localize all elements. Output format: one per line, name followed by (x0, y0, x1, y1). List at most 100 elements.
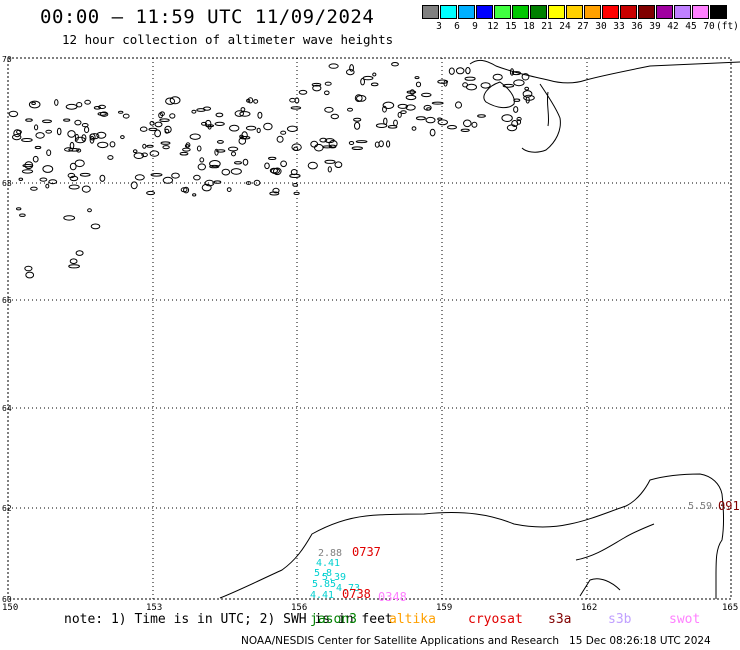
ice-floe (463, 119, 472, 128)
ice-floe (328, 63, 339, 69)
ice-floe (193, 174, 201, 181)
ice-floe (69, 175, 79, 182)
ice-floe (19, 213, 26, 217)
ice-floe (347, 107, 353, 112)
pass-time-label: 091 (718, 499, 740, 513)
satellite-legend-jason3: jason3 (310, 612, 357, 627)
ice-floe (231, 151, 236, 157)
scale-label: 70 (703, 21, 715, 32)
ice-floe (65, 103, 78, 110)
ice-floe (272, 187, 280, 194)
ice-floe (45, 183, 50, 189)
ice-floe (67, 130, 76, 138)
satellite-legend-altika: altika (389, 612, 436, 627)
ice-floe (465, 67, 471, 75)
ice-floe (314, 143, 324, 152)
ice-floe (68, 148, 80, 152)
lon-label: 156 (291, 603, 307, 613)
ice-floe (234, 110, 245, 117)
ice-floe (90, 223, 101, 230)
ice-floe (242, 158, 249, 166)
ice-floe (437, 119, 448, 126)
ice-floe (48, 179, 58, 185)
ice-floe (74, 136, 86, 144)
ice-floe (93, 106, 102, 110)
ice-floe (324, 106, 334, 113)
satellite-legend-s3b: s3b (608, 612, 632, 627)
ice-floe (149, 121, 155, 126)
ice-floe (160, 141, 171, 145)
ice-floe (74, 159, 85, 168)
ice-floe (81, 123, 89, 128)
lat-label: 64 (2, 404, 12, 413)
ice-floe (199, 157, 205, 163)
ice-floe (46, 149, 52, 156)
ice-floe (89, 133, 100, 140)
ice-floe (22, 164, 34, 168)
ice-floe (179, 151, 189, 156)
ice-floe (183, 186, 190, 194)
ice-floe (158, 112, 164, 119)
ice-floe (409, 89, 415, 95)
ice-floe (148, 127, 158, 132)
scale-label: 45 (685, 21, 697, 32)
ice-floe (492, 73, 503, 81)
ice-floe (298, 89, 308, 95)
ice-floe (334, 161, 343, 168)
scale-swatch (692, 5, 709, 19)
lat-label: 68 (2, 179, 12, 188)
ice-floe (375, 123, 388, 128)
ice-floe (239, 136, 251, 140)
swh-observation: 5.8 (314, 568, 332, 579)
scale-unit: (ft) (716, 21, 739, 32)
ice-floe (118, 110, 124, 114)
ice-floe (405, 104, 416, 111)
ice-floe (133, 152, 145, 159)
satellite-legend-cryosat: cryosat (468, 612, 523, 627)
swh-observation: 4.41 (310, 590, 334, 601)
ice-floe (348, 141, 355, 145)
lat-label: 62 (2, 504, 12, 513)
ice-floe (56, 127, 62, 136)
ice-floe (216, 140, 224, 144)
ice-floe (471, 121, 478, 128)
ice-floe (39, 177, 48, 182)
ice-floe (429, 128, 436, 137)
ice-floe (286, 125, 298, 133)
ice-floe (501, 114, 513, 122)
ice-floe (374, 141, 380, 148)
ice-floe (328, 140, 338, 148)
ice-floe (290, 169, 298, 176)
ice-floe (28, 100, 41, 109)
ice-floe (75, 250, 84, 256)
scale-swatch (602, 5, 619, 19)
ice-floe (120, 135, 125, 140)
ice-floe (149, 150, 160, 157)
ice-floe (162, 176, 174, 184)
ice-floe (245, 181, 252, 185)
lon-label: 150 (2, 603, 18, 613)
ice-floe (238, 137, 247, 145)
ice-floe (524, 86, 530, 91)
ice-floe (406, 90, 417, 94)
scale-label: 18 (523, 21, 535, 32)
ice-floe (79, 172, 91, 177)
ice-floe (150, 173, 163, 177)
ice-floe (109, 141, 116, 148)
ice-floe (516, 119, 522, 125)
ice-floe (197, 163, 207, 171)
ice-floe (146, 190, 156, 196)
ice-floe (245, 125, 257, 131)
ice-floe (84, 126, 90, 134)
ice-floe (209, 164, 220, 169)
ice-floe (154, 121, 163, 128)
ice-floe (400, 110, 407, 114)
ice-floe (447, 125, 457, 130)
ice-floe (141, 152, 148, 158)
ice-floe (264, 162, 270, 170)
ice-floe (397, 103, 408, 109)
ice-floe (201, 121, 207, 126)
ice-floe (353, 117, 362, 122)
ice-floe (355, 140, 368, 144)
swh-observation: 2.88 (318, 548, 342, 559)
